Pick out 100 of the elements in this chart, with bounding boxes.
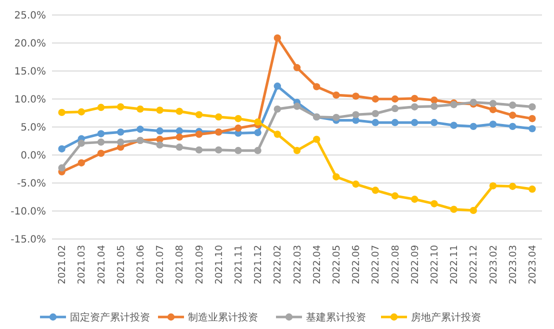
y-tick-label: 10.0%: [14, 94, 46, 106]
y-tick-label: -15.0%: [10, 234, 46, 246]
x-tick-label: 2021.06: [136, 245, 147, 284]
point: [274, 130, 281, 138]
point: [136, 105, 144, 113]
x-tick-label: 2023.03: [508, 245, 519, 284]
point: [372, 118, 379, 126]
point: [391, 104, 399, 112]
point: [136, 126, 144, 133]
point: [372, 186, 379, 194]
point: [430, 118, 438, 126]
point: [156, 127, 164, 135]
point: [78, 140, 85, 147]
y-tick-label: 0.0%: [20, 150, 46, 162]
point: [195, 146, 203, 154]
point: [450, 206, 458, 213]
legend-label: 基建累计投资: [306, 312, 366, 324]
point: [78, 159, 85, 166]
x-tick-label: 2021.05: [116, 245, 127, 284]
point: [372, 110, 379, 118]
point: [528, 186, 536, 193]
x-tick-label: 2021.07: [155, 245, 166, 284]
x-tick-label: 2022.03: [292, 245, 304, 284]
legend-label: 制造业累计投资: [188, 312, 258, 324]
point: [489, 100, 497, 108]
x-tick-label: 2021.08: [174, 245, 186, 284]
point: [215, 146, 222, 154]
x-tick-label: 2022.10: [430, 245, 441, 284]
point: [293, 146, 301, 154]
x-tick-label: 2022.04: [312, 245, 323, 284]
point: [117, 103, 124, 110]
point: [58, 164, 66, 172]
y-tick-label: -10.0%: [10, 206, 46, 218]
point: [509, 112, 516, 119]
x-tick-label: 2023.04: [528, 245, 539, 284]
point: [234, 115, 242, 122]
point: [489, 182, 497, 190]
y-tick-label: 25.0%: [14, 10, 46, 22]
point: [313, 83, 320, 90]
point: [274, 105, 281, 113]
point: [176, 108, 183, 115]
point: [509, 182, 516, 190]
point: [176, 144, 183, 151]
point: [391, 192, 399, 200]
x-tick-label: 2021.04: [96, 245, 108, 284]
point: [195, 130, 203, 138]
point: [274, 82, 281, 90]
point: [470, 122, 477, 130]
point: [411, 118, 418, 126]
x-tick-label: 2021.09: [194, 245, 206, 284]
point: [489, 106, 497, 114]
point: [97, 130, 105, 138]
point: [430, 96, 438, 104]
x-tick-label: 2022.05: [332, 245, 343, 284]
x-tick-label: 2022.12: [468, 245, 480, 284]
point: [117, 138, 124, 146]
point: [411, 196, 418, 203]
legend-label: 固定资产累计投资: [70, 312, 150, 324]
point: [274, 34, 281, 42]
point: [411, 103, 418, 110]
point: [352, 180, 360, 188]
point: [528, 103, 536, 110]
x-tick-label: 2023.02: [488, 245, 500, 284]
point: [372, 95, 379, 103]
x-tick-label: 2021.11: [234, 245, 245, 284]
x-tick-label: 2022.11: [449, 245, 460, 284]
point: [313, 136, 320, 143]
x-tick-label: 2022.07: [370, 245, 382, 284]
point: [234, 124, 242, 132]
y-tick-label: 5.0%: [20, 122, 46, 134]
point: [332, 173, 340, 180]
point: [391, 95, 399, 103]
x-tick-label: 2021.02: [57, 245, 68, 284]
x-tick-label: 2022.08: [390, 245, 402, 284]
point: [234, 146, 242, 154]
point: [332, 91, 340, 99]
point: [58, 145, 66, 152]
y-tick-label: 15.0%: [14, 66, 46, 78]
x-tick-label: 2021.03: [76, 245, 88, 284]
point: [97, 104, 105, 111]
point: [254, 118, 262, 126]
point: [293, 102, 301, 110]
point: [430, 102, 438, 110]
point: [156, 141, 164, 149]
y-tick-label: -5.0%: [16, 178, 46, 190]
point: [176, 133, 183, 141]
point: [528, 115, 536, 122]
x-tick-label: 2022.02: [272, 245, 284, 284]
point: [58, 108, 66, 116]
point: [195, 111, 203, 118]
point: [215, 113, 222, 121]
point: [352, 92, 360, 100]
point: [176, 127, 183, 135]
point: [97, 150, 105, 157]
point: [352, 111, 360, 118]
point: [391, 118, 399, 126]
point: [156, 106, 164, 114]
point: [470, 206, 477, 214]
point: [332, 114, 340, 122]
point: [528, 125, 536, 132]
